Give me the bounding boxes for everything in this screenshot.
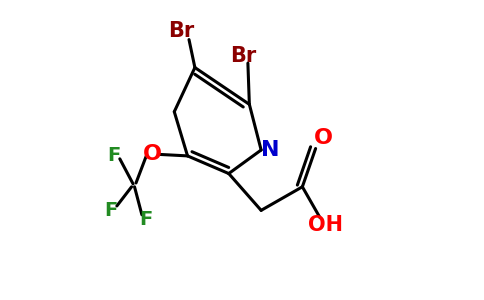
Text: O: O <box>143 144 162 164</box>
Text: O: O <box>314 128 333 148</box>
Text: OH: OH <box>308 215 344 235</box>
Text: N: N <box>261 140 279 160</box>
Text: F: F <box>107 146 121 165</box>
Text: F: F <box>140 210 153 229</box>
Text: Br: Br <box>230 46 257 66</box>
Text: F: F <box>105 201 118 220</box>
Text: Br: Br <box>168 21 195 41</box>
